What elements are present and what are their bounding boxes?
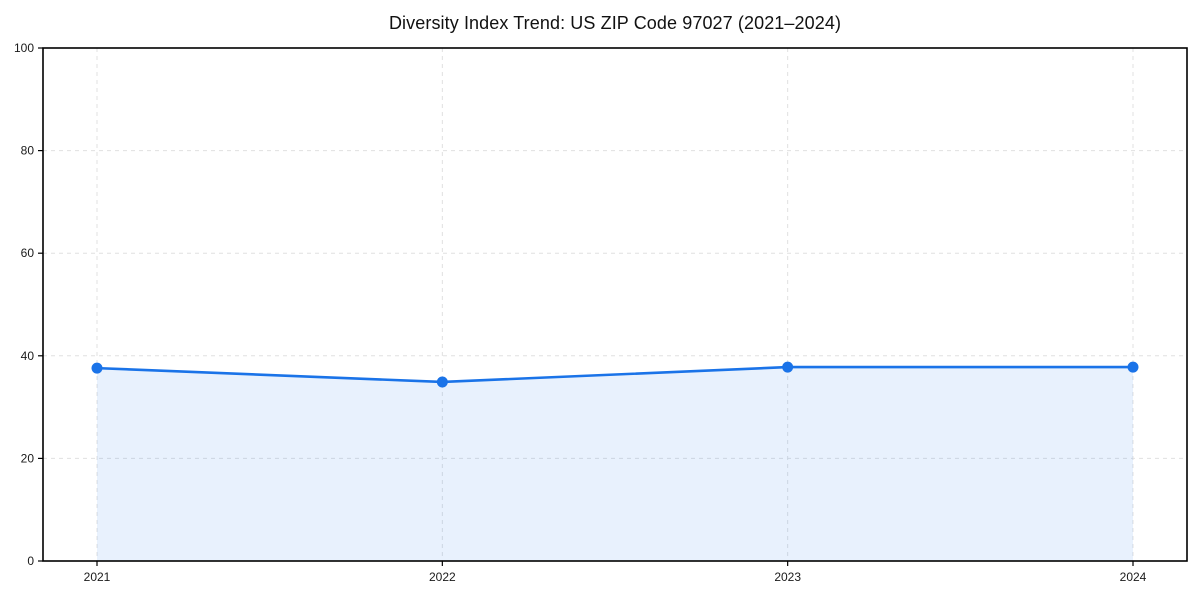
plot-border (42, 47, 1188, 562)
chart-title: Diversity Index Trend: US ZIP Code 97027… (388, 13, 842, 33)
x-tick-label: 2021 (84, 570, 111, 584)
area-fill (97, 367, 1133, 561)
data-point-2022 (436, 376, 448, 388)
data-point-2021 (91, 362, 103, 374)
y-tick-label: 40 (21, 349, 35, 363)
y-tick-label: 100 (14, 41, 34, 55)
trend-line (95, 365, 1135, 384)
y-tick-label: 60 (21, 246, 35, 260)
x-tick-label: 2024 (1120, 570, 1147, 584)
y-tick-label: 0 (27, 554, 34, 568)
y-tick-label: 20 (21, 451, 35, 465)
data-point-2023 (782, 361, 794, 373)
data-point-2024 (1127, 361, 1139, 373)
x-tick-label: 2022 (429, 570, 456, 584)
y-tick-label: 80 (21, 144, 35, 158)
x-tick-label: 2023 (774, 570, 801, 584)
